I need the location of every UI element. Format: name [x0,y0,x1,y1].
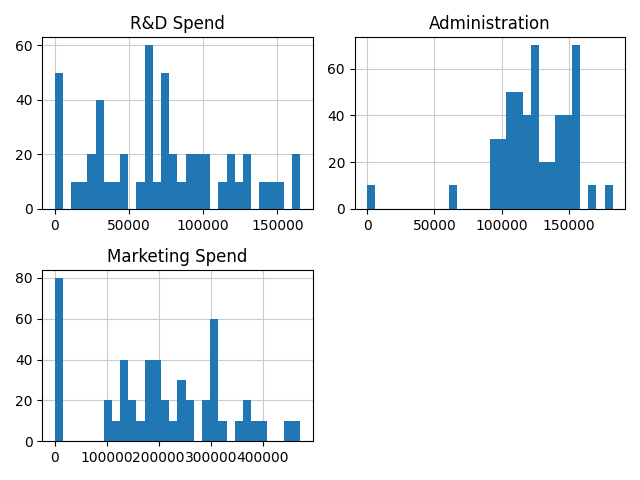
Bar [227,155,235,209]
Bar [515,92,523,209]
Bar [268,181,276,209]
Bar [177,181,186,209]
Bar [243,400,251,441]
Bar [292,155,300,209]
Bar [71,181,79,209]
Bar [490,139,498,209]
Bar [202,400,210,441]
Bar [564,116,572,209]
Bar [104,400,112,441]
Bar [186,155,194,209]
Bar [605,185,612,209]
Bar [523,116,531,209]
Bar [449,185,457,209]
Bar [95,100,104,209]
Bar [120,360,128,441]
Bar [547,162,556,209]
Bar [235,181,243,209]
Bar [498,139,506,209]
Title: R&D Spend: R&D Spend [130,15,225,33]
Bar [177,380,186,441]
Bar [112,181,120,209]
Bar [259,181,268,209]
Bar [572,46,580,209]
Bar [251,421,259,441]
Bar [218,181,227,209]
Bar [169,155,177,209]
Bar [153,360,161,441]
Bar [506,92,515,209]
Title: Marketing Spend: Marketing Spend [108,248,248,265]
Bar [259,421,268,441]
Bar [145,46,153,209]
Bar [210,319,218,441]
Bar [145,360,153,441]
Bar [169,421,177,441]
Bar [284,421,292,441]
Bar [128,400,136,441]
Bar [161,72,169,209]
Bar [218,421,227,441]
Bar [202,155,210,209]
Bar [79,181,88,209]
Bar [539,162,547,209]
Bar [54,278,63,441]
Bar [104,181,112,209]
Bar [161,400,169,441]
Bar [88,155,95,209]
Bar [243,155,251,209]
Bar [235,421,243,441]
Bar [136,421,145,441]
Bar [186,400,194,441]
Bar [292,421,300,441]
Bar [136,181,145,209]
Bar [588,185,596,209]
Bar [153,181,161,209]
Bar [556,116,564,209]
Bar [367,185,375,209]
Bar [112,421,120,441]
Bar [194,155,202,209]
Bar [54,72,63,209]
Bar [120,155,128,209]
Title: Administration: Administration [429,15,551,33]
Bar [276,181,284,209]
Bar [531,46,539,209]
